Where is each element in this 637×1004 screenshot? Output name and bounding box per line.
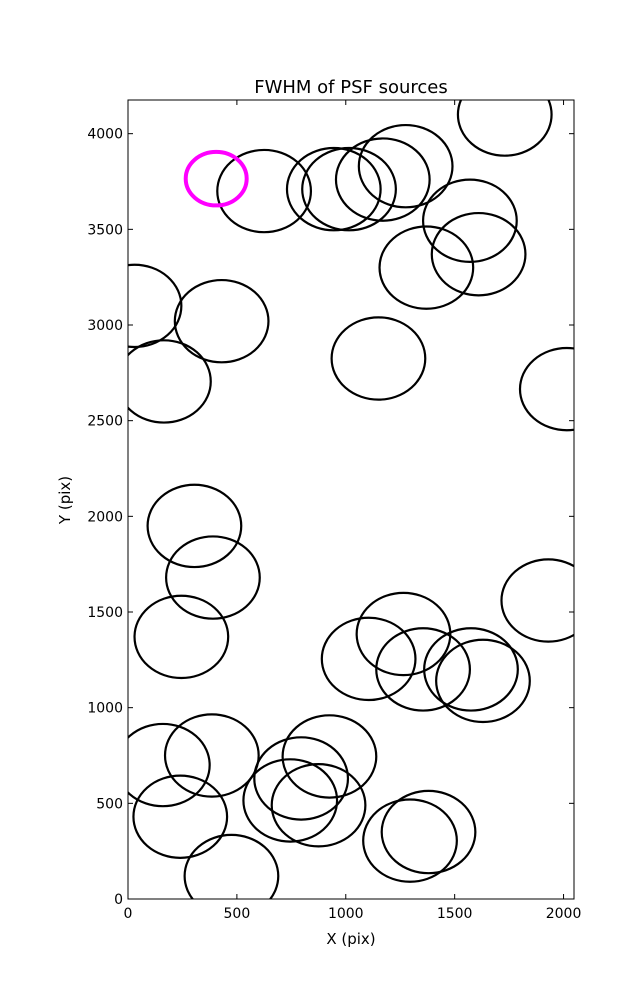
source-circle — [380, 789, 477, 875]
source-circle — [165, 535, 261, 620]
x-axis: 0 500 1000 1500 2000 — [124, 100, 582, 922]
source-circle — [500, 558, 574, 643]
x-axis-label: X (pix) — [326, 930, 375, 948]
y-tick-label: 1500 — [87, 605, 123, 621]
y-axis-label: Y (pix) — [56, 476, 74, 525]
source-circle — [146, 483, 243, 569]
source-circle — [183, 833, 280, 899]
source-circle — [285, 146, 382, 232]
y-tick-label: 500 — [96, 796, 123, 812]
x-tick-label: 1000 — [328, 906, 364, 922]
source-circle — [423, 627, 519, 712]
source-circle — [320, 616, 417, 702]
plot-frame — [127, 99, 575, 900]
y-tick-label: 2500 — [87, 414, 123, 430]
chart-title: FWHM of PSF sources — [254, 77, 448, 98]
source-circle — [430, 211, 527, 297]
source-circle — [128, 339, 212, 424]
source-circle — [421, 178, 518, 263]
source-circle — [362, 798, 458, 883]
highlight-circle — [183, 149, 249, 208]
x-tick-label: 0 — [124, 906, 133, 922]
source-circle — [163, 713, 260, 798]
source-circle — [281, 714, 378, 799]
source-circle — [378, 225, 475, 310]
x-tick-label: 1500 — [437, 906, 473, 922]
source-circle — [132, 774, 229, 859]
source-circle — [133, 594, 230, 680]
source-circle — [375, 627, 472, 712]
y-tick-label: 2000 — [87, 509, 123, 525]
source-circle — [435, 638, 531, 724]
y-tick-label: 0 — [114, 892, 123, 908]
y-tick-label: 4000 — [87, 127, 123, 143]
source-circle — [270, 763, 367, 848]
source-circle — [518, 346, 574, 432]
x-tick-label: 2000 — [546, 906, 582, 922]
source-circle — [330, 316, 427, 401]
source-circle — [355, 591, 452, 677]
source-circle — [216, 148, 313, 234]
y-tick-label: 1000 — [87, 701, 123, 717]
y-axis: 0 500 1000 1500 2000 2500 3000 3500 4000 — [87, 127, 574, 908]
x-tick-label: 500 — [224, 906, 251, 922]
source-circle — [173, 278, 270, 364]
source-circle — [242, 758, 339, 843]
source-circle — [357, 123, 454, 209]
source-circle — [456, 100, 553, 157]
data-marks — [128, 100, 574, 899]
source-circle — [334, 137, 431, 222]
y-tick-label: 3000 — [87, 318, 123, 334]
source-circle — [128, 263, 183, 349]
source-circle — [253, 736, 350, 821]
y-tick-label: 3500 — [87, 222, 123, 238]
source-circle — [128, 722, 211, 808]
source-circle — [301, 146, 397, 232]
